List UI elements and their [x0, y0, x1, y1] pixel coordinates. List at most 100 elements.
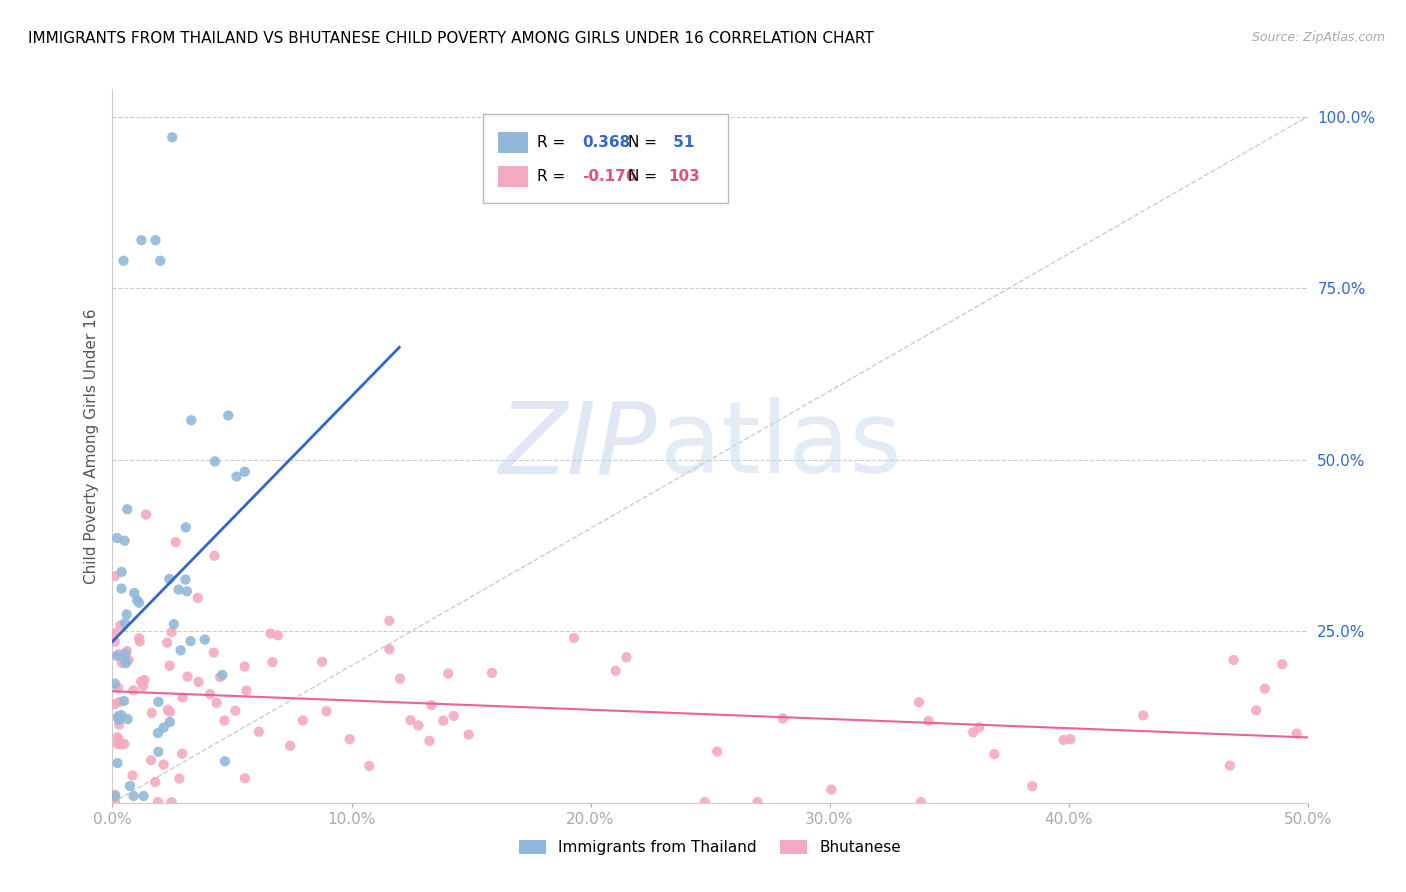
Point [159, 705, 181, 719]
Point [159, 658, 181, 673]
Text: 0.368: 0.368 [582, 136, 630, 150]
Point [706, 745, 728, 759]
Point [128, 631, 150, 645]
Point [139, 753, 162, 767]
Point [205, 696, 228, 710]
Point [747, 795, 769, 809]
Point [481, 665, 503, 680]
Point [159, 714, 181, 729]
Point [141, 706, 163, 720]
Point [418, 733, 440, 747]
Point [122, 683, 145, 698]
Text: R =: R = [537, 169, 569, 184]
Point [122, 586, 145, 600]
Point [148, 695, 170, 709]
Text: ZIP: ZIP [498, 398, 657, 494]
Point [152, 757, 174, 772]
Point [131, 233, 153, 247]
Point [146, 795, 169, 809]
Point [204, 454, 226, 468]
Point [107, 681, 129, 695]
Point [112, 694, 135, 708]
Point [209, 670, 232, 684]
Point [160, 625, 183, 640]
Point [278, 739, 301, 753]
Point [1052, 733, 1074, 747]
Point [152, 721, 174, 735]
Point [132, 789, 155, 803]
Point [1132, 708, 1154, 723]
Point [1059, 732, 1081, 747]
Text: R =: R = [537, 136, 569, 150]
Point [117, 502, 139, 516]
Point [172, 690, 194, 705]
Point [616, 650, 638, 665]
Point [112, 253, 135, 268]
Point [108, 713, 131, 727]
Point [378, 642, 401, 657]
Text: N =: N = [627, 169, 661, 184]
Bar [499, 132, 529, 153]
Point [224, 704, 246, 718]
Point [176, 584, 198, 599]
Point [107, 737, 129, 751]
Point [187, 591, 209, 605]
Point [110, 738, 132, 752]
Point [1285, 726, 1308, 740]
Point [967, 720, 990, 734]
Point [108, 717, 131, 731]
Point [157, 572, 180, 586]
Point [112, 651, 135, 665]
Point [1271, 657, 1294, 672]
Point [214, 754, 236, 768]
Point [110, 582, 132, 596]
Point [820, 782, 842, 797]
Point [1244, 703, 1267, 717]
Point [399, 713, 422, 727]
Point [167, 582, 190, 597]
Point [128, 634, 150, 648]
Point [134, 673, 156, 687]
Point [114, 533, 136, 548]
Point [562, 631, 585, 645]
Point [605, 664, 627, 678]
Point [165, 535, 187, 549]
Point [128, 596, 150, 610]
Point [194, 632, 217, 647]
Point [143, 775, 166, 789]
Point [187, 674, 209, 689]
Point [262, 655, 284, 669]
Point [291, 714, 314, 728]
Point [111, 656, 134, 670]
Point [135, 508, 157, 522]
Point [107, 709, 129, 723]
Point [129, 674, 152, 689]
Point [114, 654, 136, 668]
Point [214, 714, 236, 728]
Point [420, 698, 443, 713]
Point [233, 771, 256, 785]
Point [172, 747, 194, 761]
Point [443, 709, 465, 723]
Point [408, 718, 430, 732]
Point [160, 795, 183, 809]
Point [104, 697, 127, 711]
Point [169, 772, 191, 786]
Point [339, 732, 361, 747]
Bar [499, 166, 529, 187]
Point [315, 704, 337, 718]
Point [202, 646, 225, 660]
Point [117, 653, 139, 667]
Point [235, 683, 257, 698]
Point [115, 607, 138, 622]
Text: atlas: atlas [659, 398, 901, 494]
Point [211, 668, 233, 682]
Point [149, 253, 172, 268]
Point [145, 233, 167, 247]
Point [176, 669, 198, 683]
Point [917, 714, 939, 728]
Point [148, 745, 170, 759]
Point [146, 726, 169, 740]
Point [104, 789, 127, 803]
Point [225, 469, 247, 483]
